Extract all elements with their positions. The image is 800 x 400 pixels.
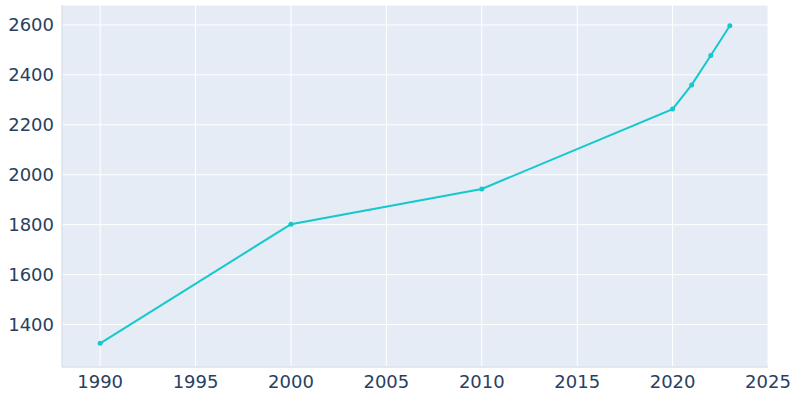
svg-text:2010: 2010 — [459, 371, 505, 392]
svg-text:1800: 1800 — [8, 214, 54, 235]
svg-text:2400: 2400 — [8, 64, 54, 85]
svg-text:2015: 2015 — [554, 371, 600, 392]
svg-text:1400: 1400 — [8, 314, 54, 335]
svg-text:2000: 2000 — [268, 371, 314, 392]
svg-text:1995: 1995 — [173, 371, 219, 392]
svg-text:1600: 1600 — [8, 264, 54, 285]
svg-text:2000: 2000 — [8, 164, 54, 185]
svg-text:2020: 2020 — [650, 371, 696, 392]
svg-text:2005: 2005 — [363, 371, 409, 392]
svg-text:1990: 1990 — [77, 371, 123, 392]
svg-text:2200: 2200 — [8, 114, 54, 135]
svg-text:2025: 2025 — [745, 371, 791, 392]
svg-text:2600: 2600 — [8, 14, 54, 35]
